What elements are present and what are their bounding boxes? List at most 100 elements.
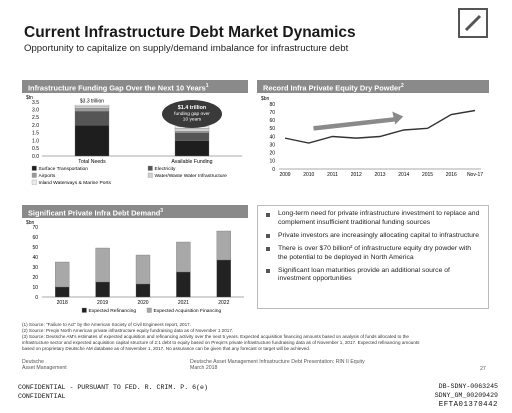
x-tick-label: 2015 [422,172,433,178]
debt-demand-title: Significant Private Infra Debt Demand [28,208,161,218]
y-tick-label: 20 [32,275,38,281]
footer-date: March 2018 [190,365,218,371]
y-tick-label: 3.5 [32,100,39,106]
y-tick-label: 2.5 [32,115,39,121]
y-tick-label: 60 [32,235,38,241]
funding-gap-header: Infrastructure Funding Gap Over the Next… [22,80,248,93]
legend-label: Surface Transportation [39,166,89,172]
x-tick-label: 2014 [398,172,409,178]
trend-arrow-shaft [313,117,395,131]
stacked-bar-segment [135,283,151,298]
y-axis-label: $tn [26,95,33,101]
sources-block: (1) Source: "Failure to Act" by the Amer… [22,322,492,352]
bates-number-1: DB-SDNY-0063245 [438,383,498,390]
y-tick-label: 30 [32,265,38,271]
bullet-text: Significant loan maturities provide an a… [278,266,450,283]
stacked-bar-segment [74,108,110,112]
y-tick-label: 70 [32,225,38,231]
footer-brand: Deutsche Asset Management [22,359,67,371]
legend-label: Airports [39,173,56,179]
source-line: (1) Source: "Failure to Act" by the Amer… [22,322,191,327]
debt-demand-header: Significant Private Infra Debt Demand3 [22,205,248,218]
y-tick-label: 3.0 [32,108,39,114]
debt-demand-chart: $bn 0 10 20 30 40 50 60 70 2018 2019 2020 2021 2022 Ex… [26,220,244,314]
trend-arrow-head [392,111,404,125]
legend-label: Expected Acquisition Financing [154,308,222,314]
y-tick-label: 10 [269,159,275,165]
x-tick-label: 2020 [137,300,148,306]
stacked-bar-segment [174,140,210,157]
legend-swatch [146,307,152,313]
stacked-bar-segment [216,230,231,261]
y-tick-label: 50 [269,126,275,132]
stacked-bar-segment [174,131,210,134]
source-line: infrastructure sector and expected acqui… [22,340,420,345]
confidential-line2: CONFIDENTIAL [18,393,66,400]
x-tick-label: Nov-17 [467,172,483,178]
stacked-bar-segment [176,241,191,273]
y-tick-label: 50 [32,245,38,251]
bullet-icon [266,212,270,217]
bullet-item: Private investors are increasingly alloc… [264,232,482,241]
x-tick-label: 2011 [327,172,338,178]
x-tick-label: 2009 [279,172,290,178]
y-tick-label: 40 [269,134,275,140]
y-tick-label: 80 [269,102,275,108]
bullet-icon [266,247,270,252]
efta-number: EFTA01370442 [438,401,498,409]
x-tick-label: 2016 [446,172,457,178]
stacked-bar-segment [74,124,110,157]
y-tick-label: 2.0 [32,123,39,129]
legend-swatch [147,172,153,178]
legend-swatch [31,179,37,185]
source-line: (2) Source: Preqin North American privat… [22,328,234,333]
legend-label: Expected Refinancing [89,308,137,314]
y-tick-label: 30 [269,142,275,148]
y-tick-label: 0 [272,167,275,173]
stacked-bar-segment [95,281,110,298]
y-tick-label: 10 [32,285,38,291]
key-points-box: Long-term need for private infrastructur… [257,205,489,309]
y-tick-label: 0.0 [32,154,39,160]
y-tick-label: 1.0 [32,138,39,144]
bullet-item: Significant loan maturities provide an a… [264,267,482,284]
callout-text: $1.4 trillion [178,105,206,111]
stacked-bar-segment [74,111,110,126]
x-tick-label: 2010 [303,172,314,178]
x-tick-label: 2019 [97,300,108,306]
stacked-bar-segment [176,271,191,298]
dry-powder-panel: Record Infra Private Equity Dry Powder2 … [257,80,489,196]
legend-swatch [81,307,87,313]
dry-powder-title: Record Infra Private Equity Dry Powder [263,83,401,93]
bullet-text: Long-term need for private infrastructur… [278,210,480,226]
x-tick-label: 2021 [178,300,189,306]
footer-presentation-title: Deutsche Asset Management Infrastructure… [190,359,365,365]
debt-demand-sup: 3 [160,208,164,214]
x-tick-label: Total Needs [78,159,106,165]
bullet-icon [266,269,270,274]
dry-powder-chart: $bn 0 10 20 30 40 50 60 70 80 2009 2010 2011 2012 2013… [261,96,483,178]
dry-powder-line [284,109,476,144]
dry-powder-sup: 2 [401,83,404,89]
legend-label: Electricity [155,166,176,172]
bar-data-label: $3.3 trillion [80,99,104,105]
source-line: (3) Source: Deutsche AM's estimates of e… [22,334,409,339]
stacked-bar-segment [216,259,231,298]
x-tick-label: 2022 [218,300,229,306]
y-axis-label: $bn [261,96,270,102]
page-subtitle: Opportunity to capitalize on supply/dema… [24,43,349,54]
callout-text: 10 years [183,117,202,123]
stacked-bar-segment [95,247,110,283]
bullet-item: There is over $70 billion² of infrastruc… [264,245,482,262]
legend-swatch [147,165,153,171]
dry-powder-header: Record Infra Private Equity Dry Powder2 [257,80,489,93]
callout-text: funding gap over [174,111,210,117]
page-title: Current Infrastructure Debt Market Dynam… [24,24,356,41]
y-tick-label: 40 [32,255,38,261]
bullet-item: Long-term need for private infrastructur… [264,210,482,227]
stacked-bar-segment [174,128,210,132]
bullet-text: Private investors are increasingly alloc… [278,231,479,239]
source-line: based on proprietary Deutsche AM databas… [22,346,311,351]
y-tick-label: 20 [269,151,275,157]
bullet-text: There is over $70 billion² of infrastruc… [278,244,472,261]
